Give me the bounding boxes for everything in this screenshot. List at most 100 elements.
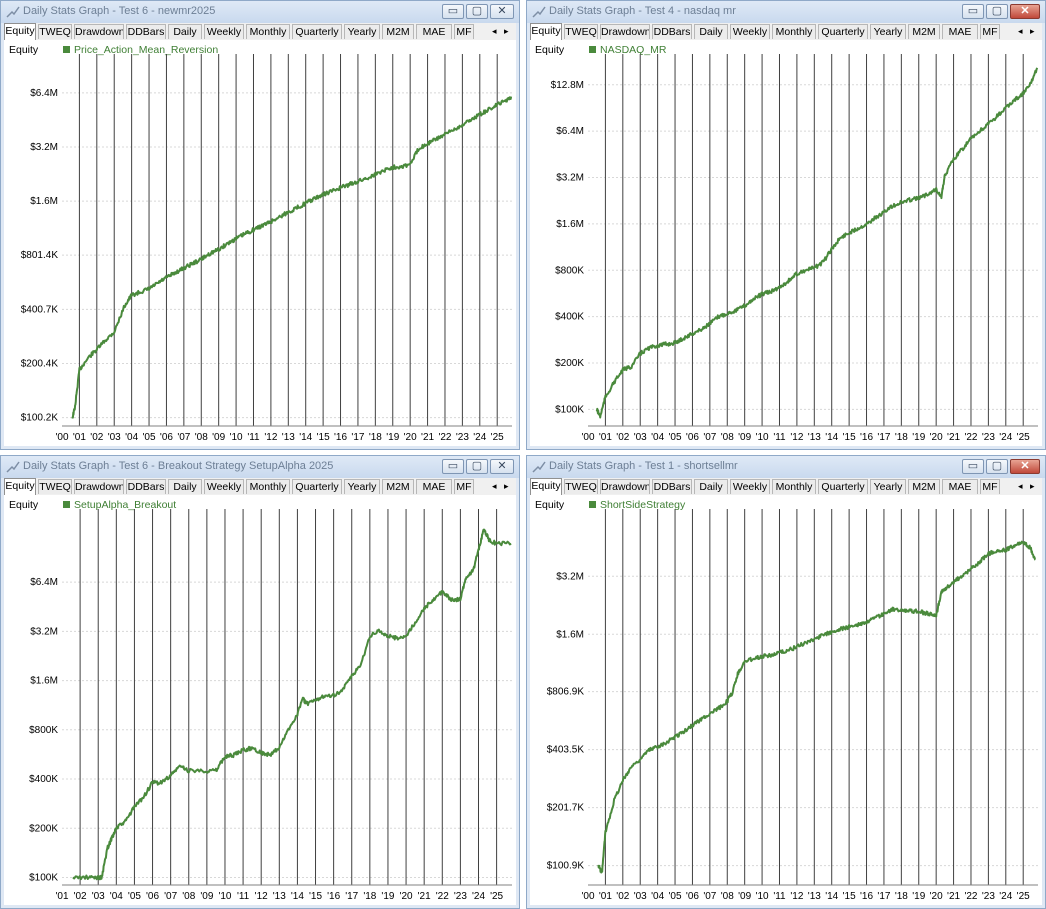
x-tick-label: '06 (686, 891, 699, 902)
tab-monthly[interactable]: Monthly (246, 479, 290, 494)
close-button[interactable]: ✕ (1010, 4, 1040, 19)
tab-scroll-left-icon[interactable]: ◂ (1018, 481, 1023, 491)
tab-yearly[interactable]: Yearly (344, 24, 380, 39)
x-tick-label: '01 (55, 891, 68, 902)
close-button[interactable]: ✕ (490, 4, 514, 19)
x-tick-label: '08 (182, 891, 195, 902)
window-titlebar[interactable]: Daily Stats Graph - Test 6 - newmr2025 ▭… (1, 1, 519, 23)
tab-tweq[interactable]: TWEQ (38, 24, 72, 39)
tab-equity[interactable]: Equity (530, 478, 562, 495)
tab-m2m[interactable]: M2M (382, 24, 414, 39)
tab-bar: Equity TWEQ Drawdown DDBars Daily Weekly Month… (530, 23, 1042, 41)
tab-monthly[interactable]: Monthly (772, 24, 816, 39)
window-titlebar[interactable]: Daily Stats Graph - Test 1 - shortsellmr… (527, 456, 1045, 478)
tab-tweq[interactable]: TWEQ (564, 24, 598, 39)
restore-button[interactable]: ▢ (466, 4, 488, 19)
tab-ddbars[interactable]: DDBars (126, 24, 166, 39)
minimize-button[interactable]: ▭ (962, 4, 984, 19)
tab-scroll-right-icon[interactable]: ▸ (1030, 26, 1035, 36)
tab-mae[interactable]: MAE (416, 24, 452, 39)
y-tick-label: $100.9K (547, 861, 585, 872)
x-tick-label: '19 (912, 432, 925, 443)
tab-quarterly[interactable]: Quarterly (818, 479, 868, 494)
tab-scroll-left-icon[interactable]: ◂ (492, 26, 497, 36)
tab-ddbars[interactable]: DDBars (652, 479, 692, 494)
tab-drawdown[interactable]: Drawdown (600, 24, 650, 39)
x-tick-label: '01 (599, 432, 612, 443)
tab-quarterly[interactable]: Quarterly (292, 479, 342, 494)
tab-monthly[interactable]: Monthly (246, 24, 290, 39)
x-tick-label: '21 (421, 432, 434, 443)
tab-weekly[interactable]: Weekly (730, 24, 770, 39)
restore-button[interactable]: ▢ (466, 459, 488, 474)
x-tick-label: '25 (490, 891, 503, 902)
tab-drawdown[interactable]: Drawdown (600, 479, 650, 494)
tab-mae[interactable]: MAE (942, 479, 978, 494)
equity-chart: $100K $200K $400K $800K $1.6M $3.2M $6.4M '01 '0… (29, 509, 512, 902)
tab-m2m[interactable]: M2M (382, 479, 414, 494)
tab-ddbars[interactable]: DDBars (126, 479, 166, 494)
tab-equity[interactable]: Equity (4, 478, 36, 495)
x-tick-label: '11 (237, 891, 250, 902)
x-tick-label: '10 (756, 891, 769, 902)
y-tick-label: $400K (555, 312, 584, 323)
tab-scroll-right-icon[interactable]: ▸ (504, 481, 509, 491)
tab-daily[interactable]: Daily (168, 24, 202, 39)
tab-m2m[interactable]: M2M (908, 479, 940, 494)
tab-drawdown[interactable]: Drawdown (74, 479, 124, 494)
close-button[interactable]: ✕ (1010, 459, 1040, 474)
tab-mf[interactable]: MF (980, 479, 1000, 494)
tab-mf[interactable]: MF (454, 479, 474, 494)
tab-quarterly[interactable]: Quarterly (292, 24, 342, 39)
window-titlebar[interactable]: Daily Stats Graph - Test 6 - Breakout St… (1, 456, 519, 478)
x-tick-label: '09 (200, 891, 213, 902)
x-tick-label: '19 (381, 891, 394, 902)
tab-daily[interactable]: Daily (694, 24, 728, 39)
close-button[interactable]: ✕ (490, 459, 514, 474)
minimize-button[interactable]: ▭ (962, 459, 984, 474)
y-tick-label: $3.2M (556, 571, 584, 582)
x-tick-label: '25 (491, 432, 504, 443)
tab-daily[interactable]: Daily (168, 479, 202, 494)
tab-daily[interactable]: Daily (694, 479, 728, 494)
tab-drawdown[interactable]: Drawdown (74, 24, 124, 39)
tab-scroll-left-icon[interactable]: ◂ (492, 481, 497, 491)
legend-swatch (63, 46, 70, 53)
x-tick-label: '02 (90, 432, 103, 443)
x-tick-label: '00 (55, 432, 68, 443)
x-tick-label: '02 (616, 432, 629, 443)
tab-mf[interactable]: MF (980, 24, 1000, 39)
tab-tweq[interactable]: TWEQ (38, 479, 72, 494)
minimize-button[interactable]: ▭ (442, 459, 464, 474)
restore-button[interactable]: ▢ (986, 459, 1008, 474)
tab-scroll-right-icon[interactable]: ▸ (504, 26, 509, 36)
tab-mae[interactable]: MAE (942, 24, 978, 39)
tab-weekly[interactable]: Weekly (204, 24, 244, 39)
window-titlebar[interactable]: Daily Stats Graph - Test 4 - nasdaq mr ▭… (527, 1, 1045, 23)
tab-weekly[interactable]: Weekly (730, 479, 770, 494)
tab-scroll-right-icon[interactable]: ▸ (1030, 481, 1035, 491)
x-tick-label: '17 (877, 432, 890, 443)
tab-scroll-left-icon[interactable]: ◂ (1018, 26, 1023, 36)
legend-title: Equity (9, 44, 39, 56)
tab-mf[interactable]: MF (454, 24, 474, 39)
tab-weekly[interactable]: Weekly (204, 479, 244, 494)
tab-tweq[interactable]: TWEQ (564, 479, 598, 494)
tab-equity[interactable]: Equity (4, 23, 36, 40)
tab-monthly[interactable]: Monthly (772, 479, 816, 494)
minimize-button[interactable]: ▭ (442, 4, 464, 19)
tab-yearly[interactable]: Yearly (870, 24, 906, 39)
restore-button[interactable]: ▢ (986, 4, 1008, 19)
tab-yearly[interactable]: Yearly (344, 479, 380, 494)
x-tick-label: '06 (146, 891, 159, 902)
tab-equity[interactable]: Equity (530, 23, 562, 40)
tab-quarterly[interactable]: Quarterly (818, 24, 868, 39)
tab-yearly[interactable]: Yearly (870, 479, 906, 494)
tab-ddbars[interactable]: DDBars (652, 24, 692, 39)
tab-m2m[interactable]: M2M (908, 24, 940, 39)
x-tick-label: '17 (877, 891, 890, 902)
chart-area: Equity ShortSideStrategy $100.9K $201.7K $… (530, 495, 1042, 905)
tab-scroll-arrows: ◂ ▸ (490, 479, 516, 494)
x-tick-label: '04 (651, 891, 664, 902)
tab-mae[interactable]: MAE (416, 479, 452, 494)
